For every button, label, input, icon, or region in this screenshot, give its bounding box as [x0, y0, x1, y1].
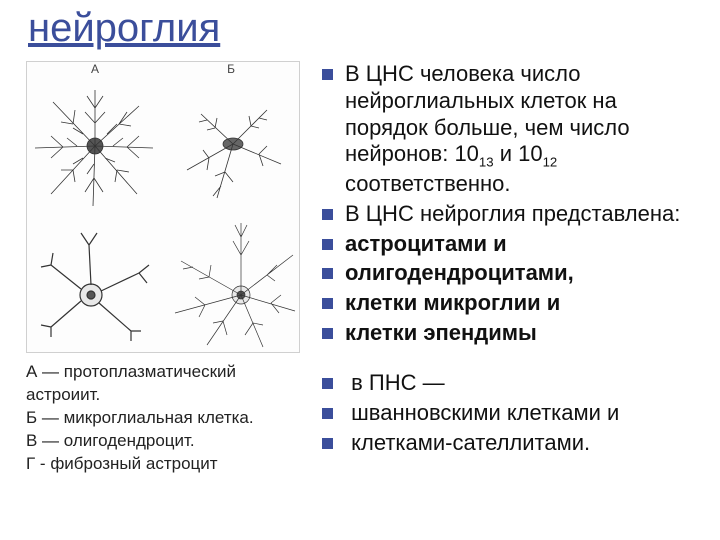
bullet-text: В ЦНС человека число нейроглиальных клет…	[345, 61, 702, 198]
bullet-item: астроцитами и	[322, 231, 702, 258]
bullet-square-icon	[322, 298, 333, 309]
bullet-list-1: В ЦНС человека число нейроглиальных клет…	[322, 61, 702, 347]
bullet-text: в ПНС —	[345, 370, 445, 397]
legend-line: Б — микроглиальная клетка.	[26, 407, 304, 430]
bullet-text: астроцитами и	[345, 231, 507, 258]
figure-legend: А — протоплазматический астроиит. Б — ми…	[26, 361, 304, 476]
bullet-square-icon	[322, 378, 333, 389]
bullet-text: олигодендроцитами,	[345, 260, 574, 287]
figure-label-a: А	[27, 62, 163, 78]
columns: А Б	[26, 55, 702, 476]
bullet-square-icon	[322, 239, 333, 250]
bullet-square-icon	[322, 69, 333, 80]
bullet-item: олигодендроцитами,	[322, 260, 702, 287]
legend-line: В — олигодендроцит.	[26, 430, 304, 453]
cell-b-microglia	[163, 78, 299, 215]
bullet-text: клетки микроглии и	[345, 290, 560, 317]
bullet-text: шванновскими клетками и	[345, 400, 619, 427]
legend-line: Г - фиброзный астроцит	[26, 453, 304, 476]
astrocyte-fibrous-icon	[163, 215, 299, 352]
bullet-item: В ЦНС человека число нейроглиальных клет…	[322, 61, 702, 198]
bullet-square-icon	[322, 328, 333, 339]
left-column: А Б	[26, 55, 304, 476]
bullet-list-2: в ПНС — шванновскими клетками и клетками…	[322, 370, 702, 456]
figure-label-b: Б	[163, 62, 299, 78]
bullet-item: В ЦНС нейроглия представлена:	[322, 201, 702, 228]
bullet-text: клетками-сателлитами.	[345, 430, 590, 457]
spacer	[322, 350, 702, 364]
right-column: В ЦНС человека число нейроглиальных клет…	[322, 55, 702, 476]
legend-line: А — протоплазматический астроиит.	[26, 361, 304, 407]
bullet-square-icon	[322, 268, 333, 279]
bullet-square-icon	[322, 438, 333, 449]
bullet-item: в ПНС —	[322, 370, 702, 397]
bullet-item: клетки микроглии и	[322, 290, 702, 317]
title-wrap: нейроглия	[26, 6, 702, 51]
cell-g-fibrous-astrocyte	[163, 215, 299, 352]
bullet-item: клетки эпендимы	[322, 320, 702, 347]
oligodendrocyte-icon	[27, 215, 163, 352]
bullet-item: клетками-сателлитами.	[322, 430, 702, 457]
slide: нейроглия А Б	[0, 0, 720, 540]
glial-cell-figure: А Б	[26, 61, 300, 353]
microglia-icon	[163, 78, 299, 215]
bullet-text: клетки эпендимы	[345, 320, 537, 347]
cell-a-protoplasmic-astrocyte	[27, 78, 163, 215]
bullet-square-icon	[322, 209, 333, 220]
bullet-text: В ЦНС нейроглия представлена:	[345, 201, 680, 228]
cell-v-oligodendrocyte	[27, 215, 163, 352]
bullet-square-icon	[322, 408, 333, 419]
bullet-item: шванновскими клетками и	[322, 400, 702, 427]
page-title: нейроглия	[26, 6, 226, 51]
astrocyte-protoplasmic-icon	[27, 78, 163, 215]
